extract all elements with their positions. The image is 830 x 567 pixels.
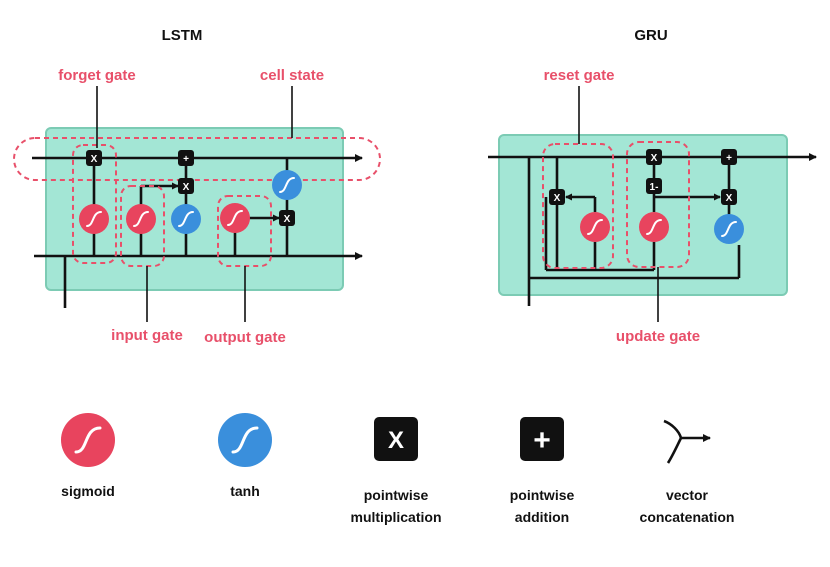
legend-add-label-1: pointwise xyxy=(510,487,575,503)
gru-cell-box xyxy=(498,134,788,296)
lstm-forget-multiply-icon: X xyxy=(86,150,102,166)
gru-hidden-multiply-icon: X xyxy=(646,149,662,165)
svg-text:X: X xyxy=(91,154,98,165)
lstm-forget-sigmoid-icon xyxy=(79,204,109,234)
gru-one-minus-icon: 1- xyxy=(646,178,662,194)
lstm-input-sigmoid-icon xyxy=(126,204,156,234)
update-gate-label: update gate xyxy=(616,328,700,345)
svg-text:+: + xyxy=(533,424,551,457)
svg-text:+: + xyxy=(726,153,732,164)
legend-sigmoid-label: sigmoid xyxy=(61,483,115,499)
legend-multiply-icon: X xyxy=(374,417,418,461)
lstm-title: LSTM xyxy=(162,27,203,44)
svg-text:X: X xyxy=(554,193,561,204)
input-gate-dashed-region xyxy=(120,185,165,267)
legend-add-icon: + xyxy=(520,417,564,461)
output-gate-label: output gate xyxy=(204,329,286,346)
legend-concat-label-1: vector xyxy=(666,487,709,503)
gru-tanh-icon xyxy=(714,214,744,244)
svg-text:X: X xyxy=(388,427,404,454)
lstm-cell-add-icon: + xyxy=(178,150,194,166)
reset-gate-dashed-region xyxy=(542,143,614,269)
svg-text:X: X xyxy=(726,193,733,204)
legend-tanh-label: tanh xyxy=(230,483,260,499)
svg-text:X: X xyxy=(183,182,190,193)
input-gate-label: input gate xyxy=(111,327,183,344)
svg-text:X: X xyxy=(651,153,658,164)
lstm-input-multiply-icon: X xyxy=(178,178,194,194)
lstm-output-multiply-icon: X xyxy=(279,210,295,226)
legend-labels: sigmoid tanh pointwise multiplication po… xyxy=(61,483,734,525)
legend-concatenation-icon xyxy=(663,419,711,464)
forget-gate-label: forget gate xyxy=(58,67,136,84)
cell-state-label: cell state xyxy=(260,67,324,84)
svg-text:+: + xyxy=(183,154,189,165)
svg-text:1-: 1- xyxy=(650,182,659,193)
legend-sigmoid-icon xyxy=(61,413,115,467)
cell-state-dashed-region xyxy=(13,137,381,181)
legend-add-label-2: addition xyxy=(515,509,569,525)
gru-reset-multiply-icon: X xyxy=(549,189,565,205)
svg-text:X: X xyxy=(284,214,291,225)
gru-update-sigmoid-icon xyxy=(639,212,669,242)
lstm-output-sigmoid-icon xyxy=(220,203,250,233)
reset-gate-label: reset gate xyxy=(544,67,615,84)
legend-concat-label-2: concatenation xyxy=(640,509,735,525)
legend-tanh-icon xyxy=(218,413,272,467)
gru-update-multiply-icon: X xyxy=(721,189,737,205)
gru-add-icon: + xyxy=(721,149,737,165)
lstm-cell-tanh-icon xyxy=(272,170,302,200)
lstm-input-tanh-icon xyxy=(171,204,201,234)
update-gate-dashed-region xyxy=(626,141,690,268)
gru-title: GRU xyxy=(634,27,667,44)
legend-multiply-label-2: multiplication xyxy=(351,509,442,525)
gru-reset-sigmoid-icon xyxy=(580,212,610,242)
legend-multiply-label-1: pointwise xyxy=(364,487,429,503)
forget-gate-dashed-region xyxy=(72,144,117,264)
